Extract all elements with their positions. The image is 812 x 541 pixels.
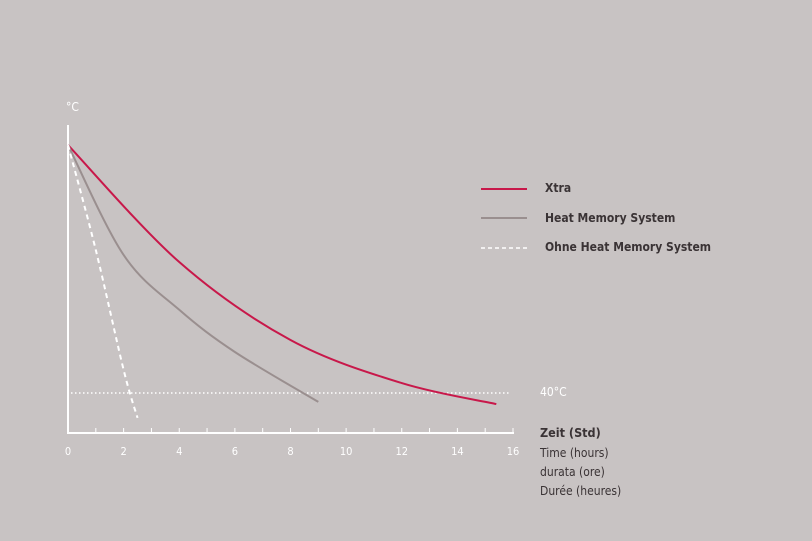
x-tick-label: 0 (64, 445, 72, 458)
x-axis-label-it: durata (ore) (540, 465, 605, 479)
x-tick-label: 16 (506, 445, 520, 458)
x-tick-label: 2 (120, 445, 127, 458)
x-axis-label: Zeit (Std) (540, 425, 601, 440)
x-tick-label: 10 (339, 445, 353, 458)
legend-label-heat-memory: Heat Memory System (545, 211, 676, 225)
x-axis-label-en: Time (hours) (540, 446, 609, 460)
x-tick-label: 4 (176, 445, 183, 458)
x-tick-label: 8 (287, 445, 294, 458)
series-line-xtra (67, 144, 497, 406)
series-line-ohne-heat-memory (67, 144, 139, 419)
x-tick-label: 6 (231, 445, 239, 458)
reference-line-label: 40°C (540, 385, 567, 399)
x-tick-label: 12 (395, 445, 409, 458)
y-axis-label: °C (66, 100, 79, 114)
series-line-heat-memory (67, 144, 319, 403)
legend-label-ohne: Ohne Heat Memory System (545, 240, 712, 254)
x-tick-label: 14 (451, 445, 464, 458)
x-axis-label-fr: Durée (heures) (540, 484, 622, 498)
legend-label-xtra: Xtra (545, 181, 572, 195)
